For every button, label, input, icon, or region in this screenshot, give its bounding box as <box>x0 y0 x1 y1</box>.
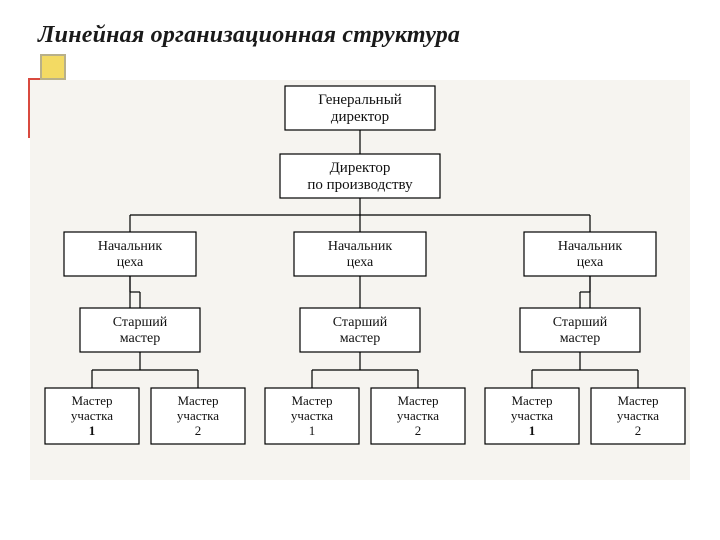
node-n5a1-line-2: 1 <box>89 423 96 438</box>
node-n3a: Начальникцеха <box>64 232 196 276</box>
node-n2-line-1: по производству <box>307 177 413 193</box>
node-n5c2-line-1: участка <box>617 408 659 423</box>
node-n5b2-line-0: Мастер <box>397 393 438 408</box>
node-n5a2-line-0: Мастер <box>177 393 218 408</box>
node-n3a-line-1: цеха <box>117 255 144 270</box>
node-n3a-line-0: Начальник <box>98 239 162 254</box>
node-n5c2-line-0: Мастер <box>617 393 658 408</box>
node-n5b2-line-2: 2 <box>415 423 422 438</box>
node-n3c-line-1: цеха <box>577 255 604 270</box>
node-n5b1-line-1: участка <box>291 408 333 423</box>
page-title: Линейная организационная структура <box>38 22 460 49</box>
node-n4b-line-1: мастер <box>340 331 381 346</box>
node-n1: Генеральныйдиректор <box>285 86 435 130</box>
node-n4a: Старшиймастер <box>80 308 200 352</box>
slide: Линейная организационная структура Генер… <box>0 0 720 540</box>
nodes-layer: Генеральныйдиректор Директорпо производст… <box>45 86 685 444</box>
node-n5a2: Мастеручастка2 <box>151 388 245 444</box>
node-n5b1: Мастеручастка1 <box>265 388 359 444</box>
node-n3b-line-1: цеха <box>347 255 374 270</box>
node-n3b-line-0: Начальник <box>328 239 392 254</box>
node-n5b1-line-2: 1 <box>309 423 316 438</box>
node-n5c1: Мастеручастка1 <box>485 388 579 444</box>
node-n4b: Старшиймастер <box>300 308 420 352</box>
orgchart-diagram: Генеральныйдиректор Директорпо производст… <box>30 80 690 480</box>
node-n5a2-line-2: 2 <box>195 423 202 438</box>
node-n5a1-line-0: Мастер <box>71 393 112 408</box>
node-n5a1-line-1: участка <box>71 408 113 423</box>
node-n5c1-line-1: участка <box>511 408 553 423</box>
node-n2-line-0: Директор <box>330 160 391 176</box>
node-n5c1-line-2: 1 <box>529 423 536 438</box>
node-n5b2-line-1: участка <box>397 408 439 423</box>
node-n1-line-0: Генеральный <box>318 92 402 108</box>
node-n5c2-line-2: 2 <box>635 423 642 438</box>
node-n5a1: Мастеручастка1 <box>45 388 139 444</box>
node-n1-line-1: директор <box>331 109 389 125</box>
node-n4c-line-1: мастер <box>560 331 601 346</box>
node-n5b2: Мастеручастка2 <box>371 388 465 444</box>
node-n4a-line-0: Старший <box>113 315 168 330</box>
decorative-square <box>40 54 66 80</box>
node-n4b-line-0: Старший <box>333 315 388 330</box>
node-n5b1-line-0: Мастер <box>291 393 332 408</box>
node-n4c: Старшиймастер <box>520 308 640 352</box>
node-n4c-line-0: Старший <box>553 315 608 330</box>
node-n3c: Начальникцеха <box>524 232 656 276</box>
node-n5c2: Мастеручастка2 <box>591 388 685 444</box>
node-n2: Директорпо производству <box>280 154 440 198</box>
node-n5c1-line-0: Мастер <box>511 393 552 408</box>
node-n5a2-line-1: участка <box>177 408 219 423</box>
node-n3b: Начальникцеха <box>294 232 426 276</box>
node-n3c-line-0: Начальник <box>558 239 622 254</box>
orgchart-diagram-wrap: Генеральныйдиректор Директорпо производст… <box>30 80 690 480</box>
node-n4a-line-1: мастер <box>120 331 161 346</box>
